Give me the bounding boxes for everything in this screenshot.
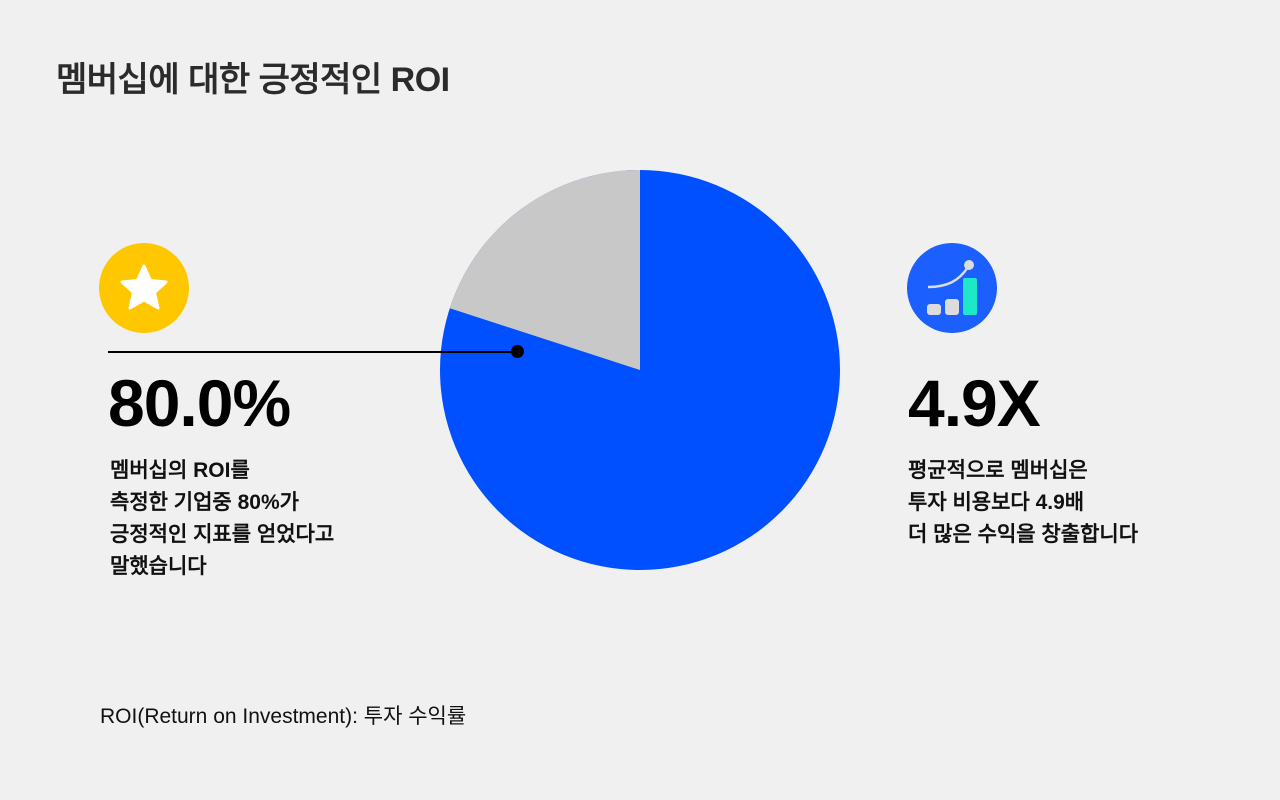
stat-description-right: 평균적으로 멤버십은 투자 비용보다 4.9배 더 많은 수익을 창출합니다	[908, 455, 1138, 551]
page-title: 멤버십에 대한 긍정적인 ROI	[56, 61, 450, 99]
desc-line: 더 많은 수익을 창출합니다	[908, 523, 1139, 546]
pie-chart	[440, 170, 840, 570]
growth-chart-icon	[907, 243, 997, 333]
desc-line: 멤버십의 ROI를	[110, 459, 250, 482]
pie-slice-other	[449, 170, 640, 370]
stat-value-left: 80.0%	[108, 366, 291, 440]
star-icon	[99, 243, 189, 333]
desc-line: 투자 비용보다 4.9배	[908, 491, 1085, 514]
footnote: ROI(Return on Investment): 투자 수익률	[100, 705, 467, 728]
stat-value-right: 4.9X	[908, 366, 1041, 440]
callout-dot	[511, 345, 524, 358]
stat-description-left: 멤버십의 ROI를 측정한 기업중 80%가 긍정적인 지표를 얻었다고 말했습…	[110, 455, 334, 583]
desc-line: 측정한 기업중 80%가	[110, 491, 299, 514]
desc-line: 긍정적인 지표를 얻었다고	[110, 523, 335, 546]
desc-line: 평균적으로 멤버십은	[908, 459, 1088, 482]
callout-line	[108, 351, 518, 353]
desc-line: 말했습니다	[110, 555, 207, 578]
